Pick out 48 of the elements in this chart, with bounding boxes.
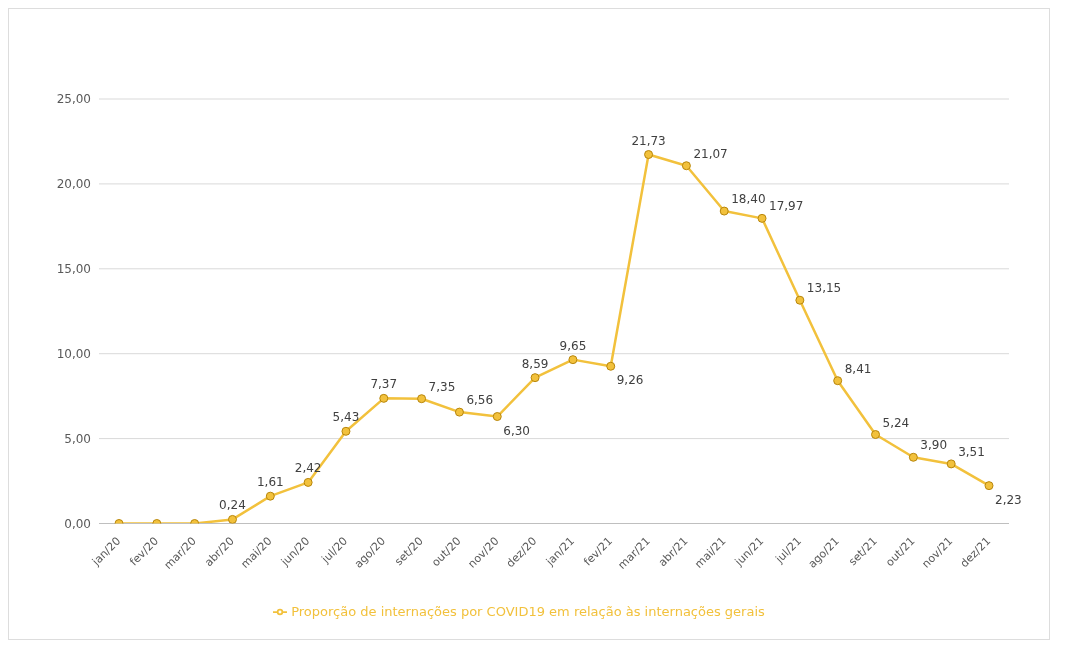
y-tick-label: 25,00 <box>56 92 91 107</box>
data-label: 5,43 <box>332 410 360 425</box>
point <box>757 213 767 223</box>
y-tick-label: 20,00 <box>56 177 91 192</box>
point <box>379 393 389 403</box>
data-label: 3,90 <box>920 438 948 453</box>
point <box>644 150 654 160</box>
data-label: 6,56 <box>466 393 494 408</box>
point <box>908 452 918 462</box>
y-tick-label: 5,00 <box>64 431 91 446</box>
point <box>492 412 502 422</box>
point <box>303 477 313 487</box>
point <box>227 514 237 524</box>
data-label: 8,41 <box>844 361 872 376</box>
data-label: 7,35 <box>428 379 456 394</box>
data-label: 1,61 <box>256 475 284 490</box>
point <box>454 407 464 417</box>
data-label: 3,51 <box>958 444 985 459</box>
point <box>795 295 805 305</box>
point <box>871 430 881 440</box>
data-label: 13,15 <box>806 281 842 296</box>
data-label: 21,73 <box>631 133 666 148</box>
data-label: 7,37 <box>370 377 398 392</box>
data-label: 18,40 <box>731 192 766 207</box>
point <box>719 206 729 216</box>
point <box>341 426 351 436</box>
point <box>946 459 956 469</box>
data-label: 0,24 <box>219 498 246 513</box>
point <box>833 376 843 386</box>
data-label: 17,97 <box>769 199 804 214</box>
data-label: 8,59 <box>521 356 549 371</box>
data-label: 9,26 <box>616 373 644 388</box>
y-tick-label: 15,00 <box>56 262 91 277</box>
data-label: 5,24 <box>882 415 910 430</box>
data-label: 2,23 <box>995 492 1022 507</box>
point <box>606 361 616 371</box>
point <box>417 394 427 404</box>
legend-label: Proporção de internações por COVID19 em relação às internações gerais <box>291 603 765 619</box>
data-label: 9,65 <box>559 338 587 353</box>
point <box>984 481 994 491</box>
y-tick-label: 0,00 <box>64 516 91 531</box>
data-label: 6,30 <box>503 423 530 438</box>
point <box>265 491 275 501</box>
point <box>568 355 578 365</box>
y-tick-label: 10,00 <box>56 346 91 361</box>
data-label: 21,07 <box>693 146 728 161</box>
point <box>530 373 540 383</box>
point <box>681 161 691 171</box>
